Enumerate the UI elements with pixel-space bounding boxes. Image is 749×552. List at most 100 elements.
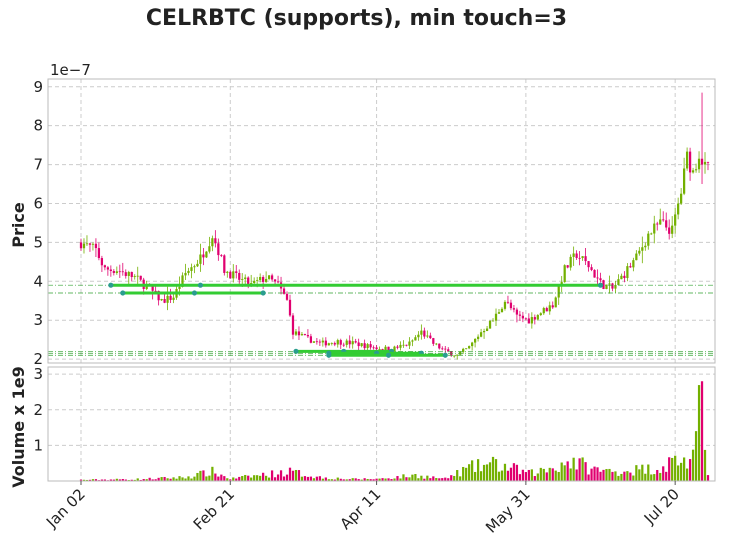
volume-bar xyxy=(456,470,459,481)
volume-bar xyxy=(330,479,333,481)
candle-body xyxy=(339,340,342,345)
volume-bar xyxy=(256,475,259,481)
candle-body xyxy=(315,341,318,343)
volume-bar xyxy=(211,466,214,481)
volume-bar xyxy=(238,476,241,481)
support-touch-point xyxy=(597,282,604,288)
volume-bar xyxy=(429,478,432,481)
price-tick-label: 2 xyxy=(33,350,43,368)
candle-body xyxy=(444,348,447,350)
volume-bar xyxy=(226,478,229,481)
volume-bar xyxy=(315,476,318,481)
volume-bar xyxy=(479,471,483,481)
volume-bar xyxy=(411,474,414,481)
support-touch-point xyxy=(442,352,448,358)
support-lines xyxy=(48,282,715,358)
volume-bar xyxy=(518,474,522,481)
candle-body xyxy=(369,344,372,348)
volume-tick-label: 3 xyxy=(33,365,43,383)
support-touch-point xyxy=(108,282,114,288)
volume-bar xyxy=(444,477,447,481)
candle-body xyxy=(432,338,435,344)
volume-bar xyxy=(187,476,190,481)
candle-body xyxy=(330,343,333,344)
candle-body xyxy=(103,265,107,268)
volume-bar xyxy=(473,471,477,481)
candle-body xyxy=(617,279,620,285)
candle-body xyxy=(494,313,498,321)
volume-bar xyxy=(112,479,115,481)
volume-bar xyxy=(306,476,310,481)
candle-body xyxy=(671,225,674,234)
volume-bar xyxy=(366,478,369,481)
candle-body xyxy=(584,256,587,262)
volume-bar xyxy=(587,474,590,481)
volume-bar xyxy=(154,479,157,481)
volume-bar xyxy=(703,449,707,481)
x-tick-labels: Jan 02 Feb 21 Apr 11 May 31 Jul 20 xyxy=(42,481,683,537)
volume-bar xyxy=(324,477,327,481)
candle-body xyxy=(518,314,522,316)
candle-body xyxy=(405,344,408,346)
candle-body xyxy=(208,246,211,252)
volume-bar xyxy=(121,478,124,481)
candle-body xyxy=(590,267,593,270)
volume-bar xyxy=(533,476,536,481)
volume-bar xyxy=(250,477,253,481)
candle-body xyxy=(360,343,363,347)
candle-body xyxy=(312,341,316,343)
volume-bar xyxy=(590,468,593,481)
candle-body xyxy=(133,276,136,278)
candle-body xyxy=(387,346,390,352)
volume-bar xyxy=(279,470,283,481)
volume-bar xyxy=(291,470,295,481)
volume-bar xyxy=(345,479,348,481)
volume-bar xyxy=(700,381,704,481)
volume-bar xyxy=(318,476,321,481)
candle-body xyxy=(635,253,638,261)
volume-bar xyxy=(674,455,677,481)
volume-bar xyxy=(384,478,387,481)
candle-body xyxy=(503,301,507,309)
candle-body xyxy=(264,278,268,282)
candle-body xyxy=(262,277,265,282)
volume-bar xyxy=(184,478,187,481)
support-touch-point xyxy=(191,290,198,296)
candle-body xyxy=(324,340,327,346)
volume-bar xyxy=(653,474,656,481)
volume-bar xyxy=(244,474,247,481)
volume-bar xyxy=(521,469,525,481)
candle-body xyxy=(527,318,530,324)
volume-bar xyxy=(169,478,172,481)
volume-bar xyxy=(133,479,136,481)
volume-bar xyxy=(393,478,396,481)
volume-bar xyxy=(157,477,160,481)
candle-body xyxy=(659,219,662,225)
candle-body xyxy=(682,168,686,194)
price-tick-label: 7 xyxy=(33,156,43,174)
candle-body xyxy=(423,330,426,337)
volume-bar xyxy=(262,472,265,481)
candle-body xyxy=(438,343,441,349)
candle-body xyxy=(653,223,656,234)
volume-bar xyxy=(375,478,378,481)
volume-bar xyxy=(267,477,271,481)
support-touch-point xyxy=(260,290,266,296)
candle-body xyxy=(557,286,560,298)
volume-bar xyxy=(542,468,545,481)
volume-bar xyxy=(232,477,235,481)
volume-bars xyxy=(79,381,710,481)
volume-bar xyxy=(497,471,501,481)
candle-body xyxy=(372,347,375,349)
candle-body xyxy=(172,297,175,300)
candle-body xyxy=(309,336,313,343)
volume-bar xyxy=(659,472,662,481)
candle-body xyxy=(447,349,450,352)
candle-body xyxy=(548,305,551,312)
candle-body xyxy=(303,334,307,336)
candle-body xyxy=(611,283,614,289)
candle-body xyxy=(497,312,501,314)
volume-bar xyxy=(181,477,184,481)
volume-bar xyxy=(151,479,154,481)
candle-body xyxy=(575,253,578,258)
